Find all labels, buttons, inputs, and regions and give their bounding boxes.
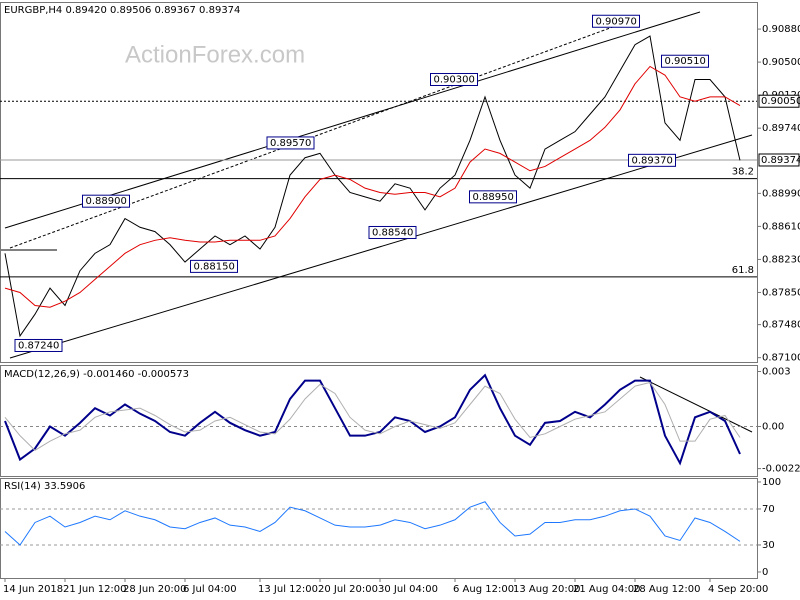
price-panel <box>0 2 758 363</box>
y-tick-label: 0.87100 <box>762 353 800 364</box>
watermark: ActionForex.com <box>125 41 305 68</box>
y-tick-label: 0.90500 <box>762 57 800 68</box>
annotation-label: 0.90510 <box>665 56 706 67</box>
x-tick-label: 4 Sep 20:00 <box>708 584 768 595</box>
y-tick-label: 0.00 <box>762 422 784 433</box>
annotation-label: 0.90300 <box>434 74 475 85</box>
annotation-box <box>14 338 63 352</box>
price-box <box>758 94 800 108</box>
y-tick-label: 30 <box>762 540 775 551</box>
channel-upper <box>4 11 701 229</box>
annotation-label: 0.88150 <box>194 261 235 272</box>
annotation-box <box>592 14 640 28</box>
y-tick-label: 0.90880 <box>762 24 800 35</box>
price-marker-label: 0.89374 <box>761 155 800 166</box>
annotation-label: 0.87240 <box>18 340 59 351</box>
fib-label: 61.8 <box>732 265 754 276</box>
y-tick-label: 70 <box>762 504 775 515</box>
annotation-box <box>190 259 238 273</box>
series-line <box>4 381 741 451</box>
x-tick-label: 21 Jun 12:00 <box>63 584 127 595</box>
x-tick-label: 28 Aug 12:00 <box>633 584 700 595</box>
price-marker-label: 0.90050 <box>761 96 800 107</box>
y-tick-label: 0.88610 <box>762 221 800 232</box>
x-tick-label: 13 Jul 12:00 <box>258 584 318 595</box>
x-tick-label: 20 Jul 20:00 <box>318 584 378 595</box>
y-tick-label: 100 <box>762 477 781 488</box>
series-line <box>4 501 741 546</box>
y-tick-label: 0 <box>762 567 768 578</box>
annotation-box <box>430 72 478 86</box>
y-tick-label: 0.88990 <box>762 188 800 199</box>
annotation-label: 0.88900 <box>86 196 127 207</box>
panel-borders <box>0 2 758 579</box>
annotation-box <box>266 136 315 150</box>
y-tick-label: -0.002296 <box>762 464 800 475</box>
series-line <box>4 373 741 466</box>
y-tick-label: 0.87850 <box>762 287 800 298</box>
annotation-label: 0.88540 <box>372 227 413 238</box>
channel-dashed <box>9 16 641 249</box>
price-box <box>758 153 800 167</box>
x-tick-label: 14 Jun 2018 <box>3 584 63 595</box>
annotation-label: 0.89570 <box>270 138 311 149</box>
x-tick-label: 6 Jul 04:00 <box>183 584 237 595</box>
rsi-panel <box>0 478 758 579</box>
x-tick-label: 6 Aug 12:00 <box>453 584 514 595</box>
series-line <box>4 65 741 308</box>
y-tick-label: 0.88230 <box>762 254 800 265</box>
channel <box>0 11 753 433</box>
price-title: EURGBP,H4 0.89420 0.89506 0.89367 0.8937… <box>4 5 240 16</box>
annotation-box <box>469 190 517 204</box>
annotation-box <box>368 225 417 239</box>
x-tick-label: 13 Aug 20:00 <box>513 584 580 595</box>
annotation-box <box>82 194 130 208</box>
y-tick-label: 0.89740 <box>762 123 800 134</box>
channel-lower <box>9 134 753 359</box>
annotation-label: 0.89370 <box>632 155 673 166</box>
x-tick-label: 21 Aug 04:00 <box>573 584 640 595</box>
series-line <box>4 35 741 338</box>
annotation-box <box>661 54 709 68</box>
fib-label: 38.2 <box>732 167 754 178</box>
macd-trendline <box>639 376 753 433</box>
annotation-label: 0.88950 <box>473 192 514 203</box>
x-tick-label: 30 Jul 04:00 <box>378 584 438 595</box>
rsi-title: RSI(14) 33.5906 <box>4 481 85 492</box>
x-tick-label: 28 Jun 20:00 <box>123 584 187 595</box>
y-tick-label: 0.003 <box>762 367 791 378</box>
macd-panel <box>0 365 758 477</box>
annotation-box <box>628 153 676 167</box>
annotation-label: 0.90970 <box>596 16 637 27</box>
macd-title: MACD(12,26,9) -0.001460 -0.000573 <box>4 369 189 380</box>
y-tick-label: 0.87480 <box>762 320 800 331</box>
